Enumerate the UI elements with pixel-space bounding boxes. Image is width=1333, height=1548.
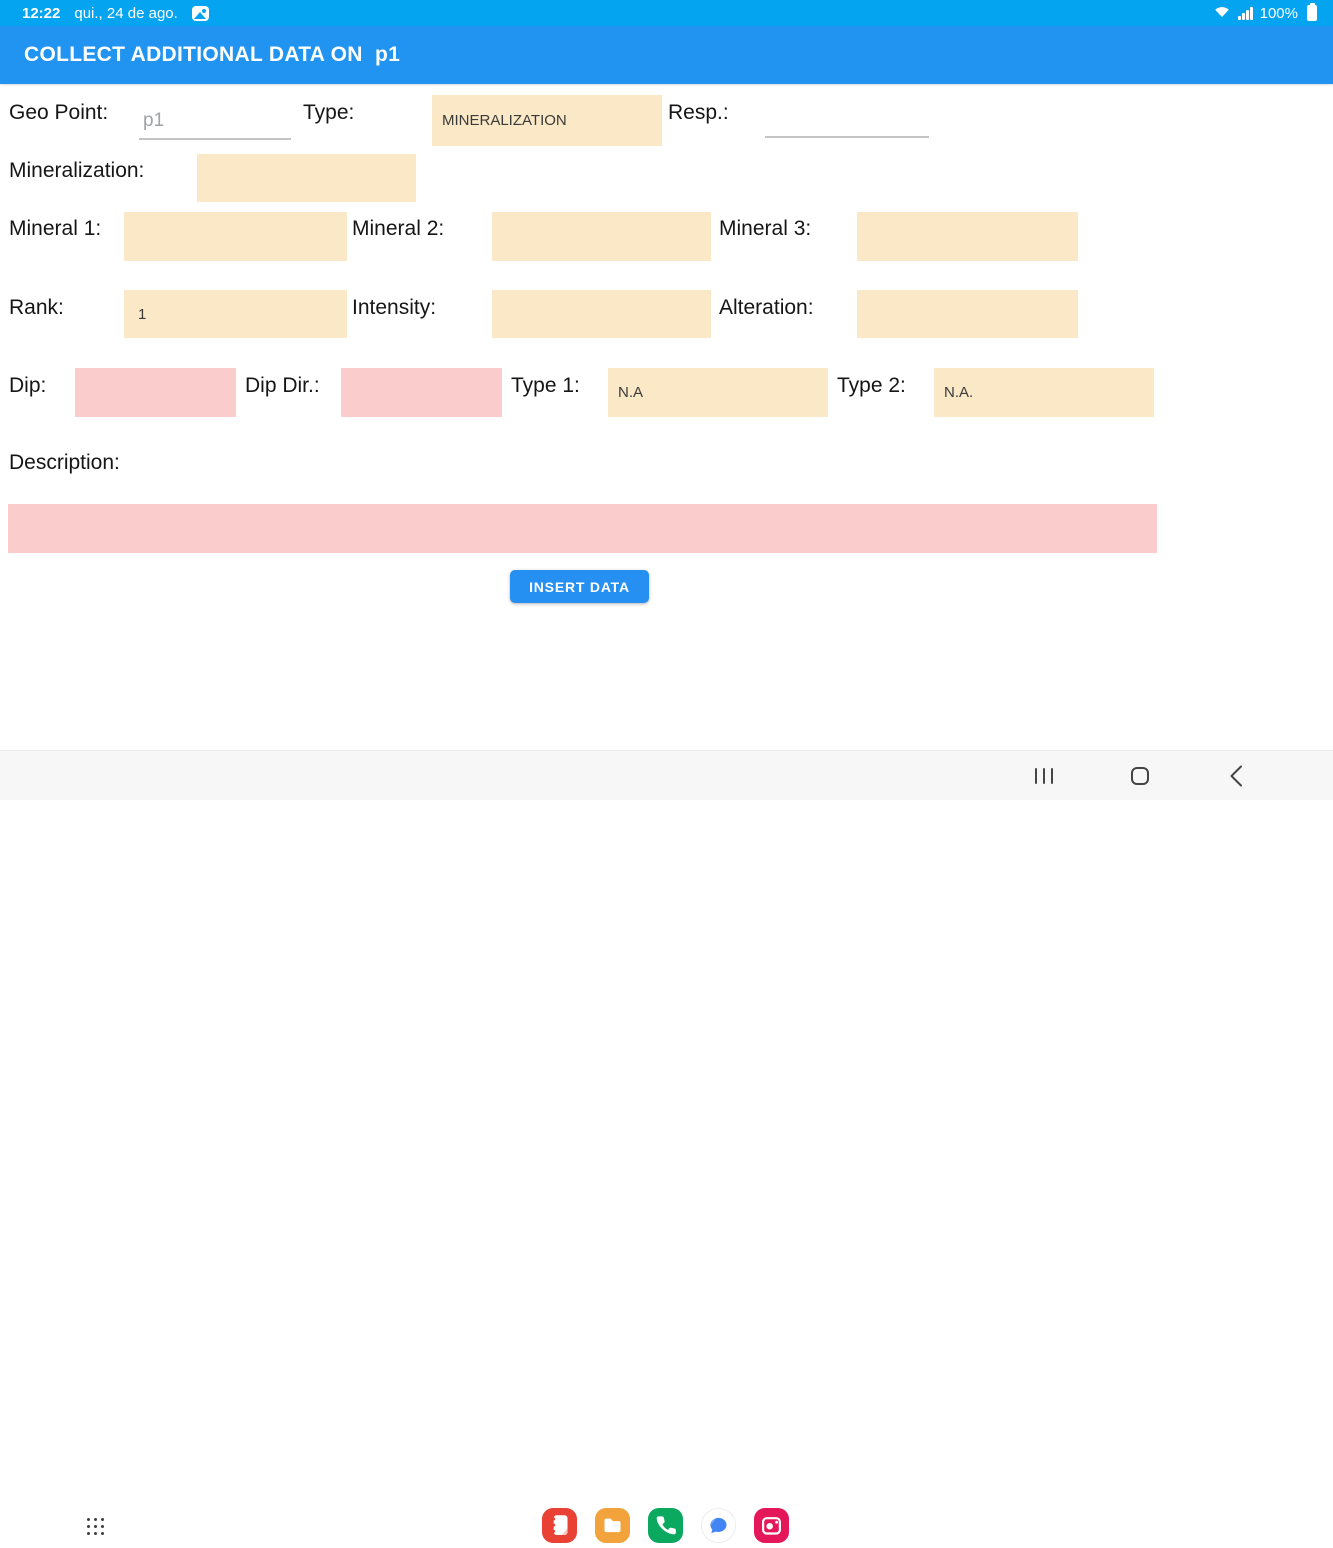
type2-label: Type 2:	[837, 374, 906, 397]
insert-data-button[interactable]: INSERT DATA	[510, 570, 649, 603]
alteration-label: Alteration:	[719, 296, 814, 319]
description-label: Description:	[9, 451, 120, 474]
back-button[interactable]	[1218, 751, 1254, 801]
clock: 12:22	[22, 4, 61, 22]
dip-label: Dip:	[9, 374, 47, 397]
page-title: COLLECT ADDITIONAL DATA ON p1	[24, 43, 401, 66]
geo-point-label: Geo Point:	[9, 101, 109, 124]
gallery-notification-icon	[191, 5, 209, 21]
alteration-field[interactable]	[857, 290, 1078, 338]
navigation-bar	[0, 750, 1333, 1543]
type-label: Type:	[303, 101, 355, 124]
type2-field[interactable]	[934, 368, 1154, 417]
mineral2-label: Mineral 2:	[352, 217, 445, 240]
mineralization-field[interactable]	[197, 154, 416, 202]
messages-icon[interactable]	[701, 1508, 736, 1543]
app-drawer-icon[interactable]	[87, 1518, 104, 1535]
intensity-field[interactable]	[492, 290, 711, 338]
camera-icon[interactable]	[754, 1508, 789, 1543]
geo-point-input[interactable]	[139, 104, 291, 140]
my-files-icon[interactable]	[595, 1508, 630, 1543]
dip-dir-label: Dip Dir.:	[245, 374, 320, 397]
signal-icon	[1238, 6, 1253, 20]
rank-field[interactable]	[124, 290, 347, 338]
type1-label: Type 1:	[511, 374, 580, 397]
intensity-label: Intensity:	[352, 296, 437, 319]
mineral3-field[interactable]	[857, 212, 1078, 261]
dip-field[interactable]	[75, 368, 236, 417]
samsung-notes-icon[interactable]	[542, 1508, 577, 1543]
type-field[interactable]	[432, 95, 662, 146]
app-bar: COLLECT ADDITIONAL DATA ON p1	[0, 26, 1333, 84]
mineral1-field[interactable]	[124, 212, 347, 261]
rank-label: Rank:	[9, 296, 64, 319]
battery-icon	[1307, 3, 1317, 21]
battery-percent: 100%	[1259, 4, 1298, 22]
recents-button[interactable]	[1026, 751, 1062, 801]
home-button[interactable]	[1122, 751, 1158, 801]
mineral2-field[interactable]	[492, 212, 711, 261]
mineral3-label: Mineral 3:	[719, 217, 812, 240]
type1-field[interactable]	[608, 368, 828, 417]
date: qui., 24 de ago.	[74, 4, 178, 22]
status-bar: 12:22 qui., 24 de ago. 100%	[0, 0, 1333, 26]
mineral1-label: Mineral 1:	[9, 217, 102, 240]
dip-dir-field[interactable]	[341, 368, 502, 417]
wifi-icon	[1213, 4, 1231, 22]
dock	[542, 1508, 789, 1543]
resp-input[interactable]	[765, 102, 929, 138]
description-field[interactable]	[8, 504, 1157, 553]
phone-icon[interactable]	[648, 1508, 683, 1543]
mineralization-label: Mineralization:	[9, 159, 145, 182]
resp-label: Resp.:	[668, 101, 729, 124]
